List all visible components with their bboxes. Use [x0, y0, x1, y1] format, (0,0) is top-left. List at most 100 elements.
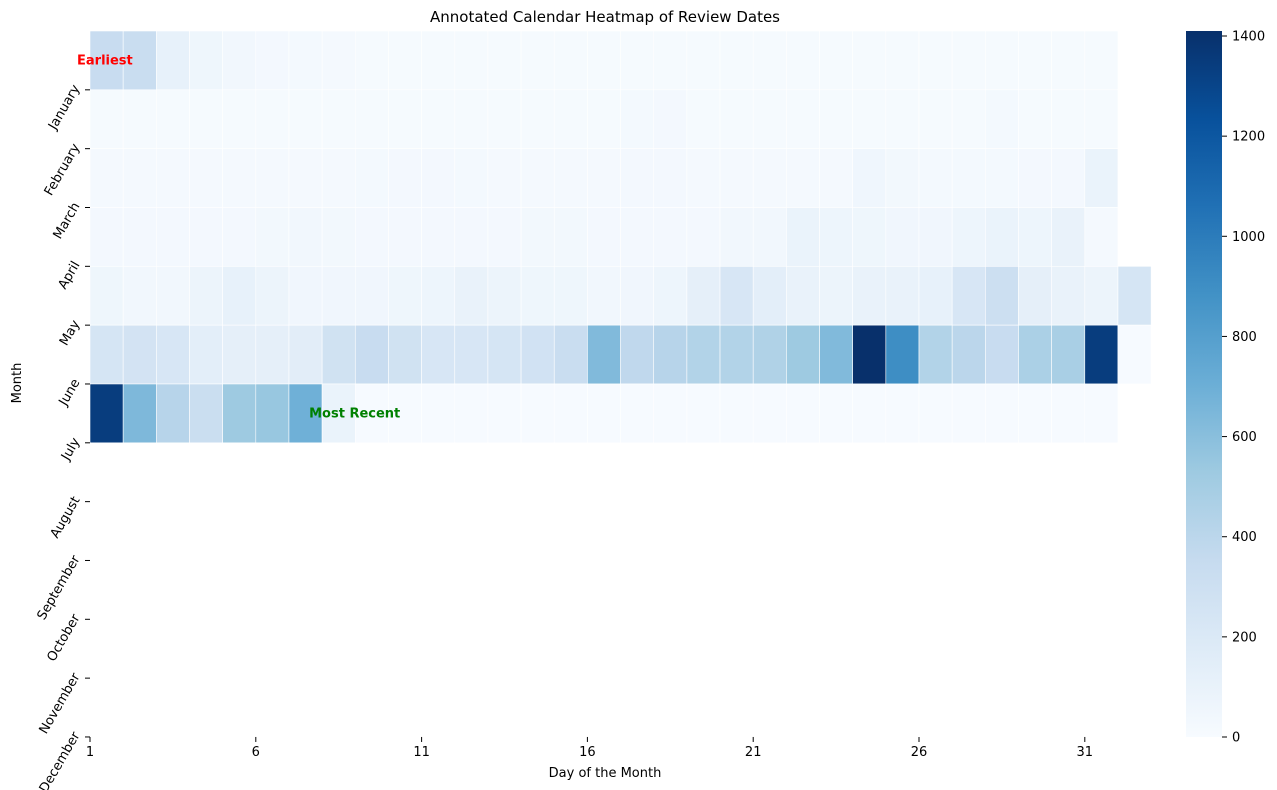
heatmap-cell: [752, 207, 787, 267]
heatmap-cell: [918, 148, 953, 208]
heatmap-cell: [686, 383, 721, 444]
heatmap-cell: [553, 266, 588, 326]
heatmap-cell: [653, 324, 688, 385]
heatmap-cell: [1051, 148, 1086, 208]
heatmap-cell: [686, 89, 721, 149]
heatmap-cell: [620, 324, 655, 385]
heatmap-cell: [421, 383, 456, 444]
x-tick-label: 6: [252, 745, 260, 760]
heatmap-cell: [1084, 324, 1119, 385]
heatmap-cell: [156, 30, 190, 91]
heatmap-cell: [1084, 383, 1119, 444]
heatmap-cell: [885, 324, 920, 385]
colorbar-ticks: 0 200 400 600 800 1000 1200 1400: [1222, 30, 1265, 746]
heatmap-cell: [421, 89, 456, 149]
colorbar-tick-label: 200: [1232, 630, 1257, 645]
heatmap-cell: [553, 324, 588, 385]
heatmap-cell: [852, 383, 887, 444]
heatmap-cell: [1018, 266, 1052, 326]
heatmap-cell: [321, 266, 356, 326]
heatmap-cell: [487, 266, 522, 326]
heatmap-cell: [1117, 266, 1152, 326]
heatmap-cell: [255, 383, 290, 444]
heatmap-cell: [122, 324, 157, 385]
heatmap-cell: [156, 383, 190, 444]
heatmap-cell: [421, 266, 456, 326]
y-tick-label: November: [37, 670, 84, 737]
x-tick-label: 21: [745, 745, 762, 760]
heatmap-cell: [189, 89, 223, 149]
heatmap-cell: [553, 89, 588, 149]
heatmap-cell: [255, 266, 290, 326]
heatmap-cell: [653, 148, 688, 208]
y-tick-label: May: [57, 317, 84, 348]
heatmap-cell: [951, 148, 986, 208]
heatmap-cell: [189, 324, 223, 385]
heatmap-cell: [354, 148, 389, 208]
heatmap-cell: [918, 207, 953, 267]
heatmap-cell: [520, 324, 555, 385]
heatmap-cell: [819, 266, 853, 326]
heatmap-cell: [321, 324, 356, 385]
heatmap-cell: [454, 383, 489, 444]
heatmap-cell: [222, 266, 257, 326]
heatmap-cell: [288, 383, 323, 444]
heatmap-cell: [686, 324, 721, 385]
heatmap-cell: [288, 89, 323, 149]
heatmap-cell: [786, 30, 820, 91]
colorbar-tick-label: 800: [1232, 330, 1257, 345]
heatmap-cell: [918, 30, 953, 91]
heatmap-cell: [819, 30, 853, 91]
heatmap-cell: [122, 207, 157, 267]
heatmap-cell: [487, 89, 522, 149]
heatmap-cell: [819, 89, 853, 149]
heatmap-cell: [288, 266, 323, 326]
heatmap-cell: [487, 383, 522, 444]
heatmap-cell: [321, 89, 356, 149]
chart-title: Annotated Calendar Heatmap of Review Dat…: [430, 8, 780, 26]
heatmap-cell: [321, 207, 356, 267]
heatmap-cell: [620, 148, 655, 208]
heatmap-cell: [918, 266, 953, 326]
heatmap-cell: [89, 383, 124, 444]
heatmap-cell: [918, 383, 953, 444]
heatmap-cell: [653, 383, 688, 444]
heatmap-cell: [1051, 30, 1086, 91]
heatmap-cell: [587, 89, 621, 149]
heatmap-cell: [885, 383, 920, 444]
heatmap-cell: [1084, 207, 1119, 267]
heatmap-cell: [951, 30, 986, 91]
heatmap-cell: [222, 207, 257, 267]
heatmap-cell: [321, 383, 356, 444]
heatmap-cell: [1117, 324, 1152, 385]
heatmap-cell: [819, 148, 853, 208]
heatmap-cell: [321, 30, 356, 91]
heatmap-cell: [156, 148, 190, 208]
heatmap-cell: [719, 148, 754, 208]
colorbar-tick-label: 1000: [1232, 230, 1265, 245]
y-tick-label: February: [42, 141, 84, 199]
heatmap-cell: [951, 324, 986, 385]
heatmap-cell: [819, 207, 853, 267]
heatmap-cell: [454, 324, 489, 385]
heatmap-cell: [1051, 324, 1086, 385]
colorbar: [1186, 31, 1222, 737]
heatmap-cell: [587, 207, 621, 267]
heatmap-cell: [719, 89, 754, 149]
heatmap-cell: [1018, 324, 1052, 385]
heatmap-cell: [1018, 89, 1052, 149]
heatmap-cell: [122, 89, 157, 149]
heatmap-cell: [89, 89, 124, 149]
heatmap-cell: [388, 266, 422, 326]
heatmap-cell: [620, 266, 655, 326]
heatmap-cell: [354, 383, 389, 444]
heatmap-cell: [786, 383, 820, 444]
heatmap-cell: [255, 30, 290, 91]
heatmap-cell: [653, 30, 688, 91]
heatmap-cell: [255, 324, 290, 385]
heatmap-cell: [487, 207, 522, 267]
heatmap-cell: [752, 266, 787, 326]
heatmap-cell: [752, 89, 787, 149]
heatmap-cell: [388, 324, 422, 385]
heatmap-cell: [553, 30, 588, 91]
